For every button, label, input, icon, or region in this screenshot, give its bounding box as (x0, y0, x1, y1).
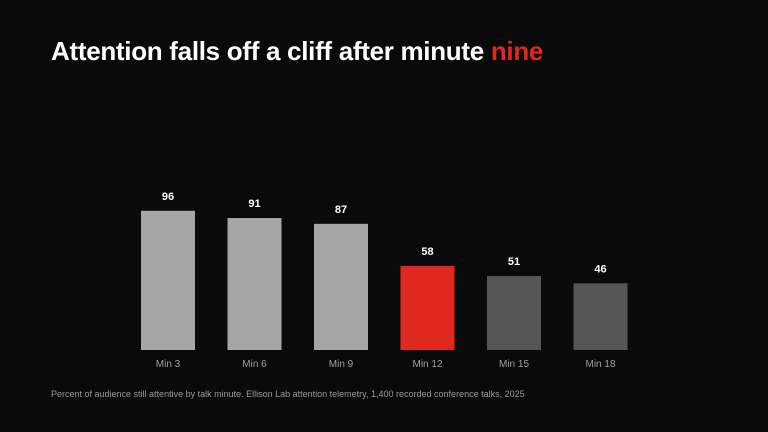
bar-min-18 (573, 283, 628, 350)
value-label: 91 (248, 198, 260, 210)
category-label: Min 18 (585, 359, 615, 370)
slide-title: Attention falls off a cliff after minute… (51, 36, 543, 67)
value-label: 58 (421, 246, 433, 258)
category-label: Min 12 (412, 359, 442, 370)
category-label: Min 3 (156, 359, 181, 370)
value-label: 46 (594, 263, 606, 275)
category-label: Min 15 (499, 359, 529, 370)
value-label: 96 (162, 191, 174, 203)
bar-min-15 (487, 276, 541, 350)
bar-min-3 (141, 210, 195, 350)
value-label: 87 (335, 204, 347, 216)
category-label: Min 6 (242, 359, 267, 370)
title-accent: nine (490, 36, 544, 66)
title-main: Attention falls off a cliff after minute (51, 36, 491, 66)
bar-min-6 (227, 218, 282, 350)
bar-min-12 (400, 265, 455, 350)
value-label: 51 (508, 256, 520, 268)
chart-caption: Percent of audience still attentive by t… (51, 389, 525, 399)
bar-min-9 (314, 223, 368, 350)
category-label: Min 9 (329, 359, 354, 370)
